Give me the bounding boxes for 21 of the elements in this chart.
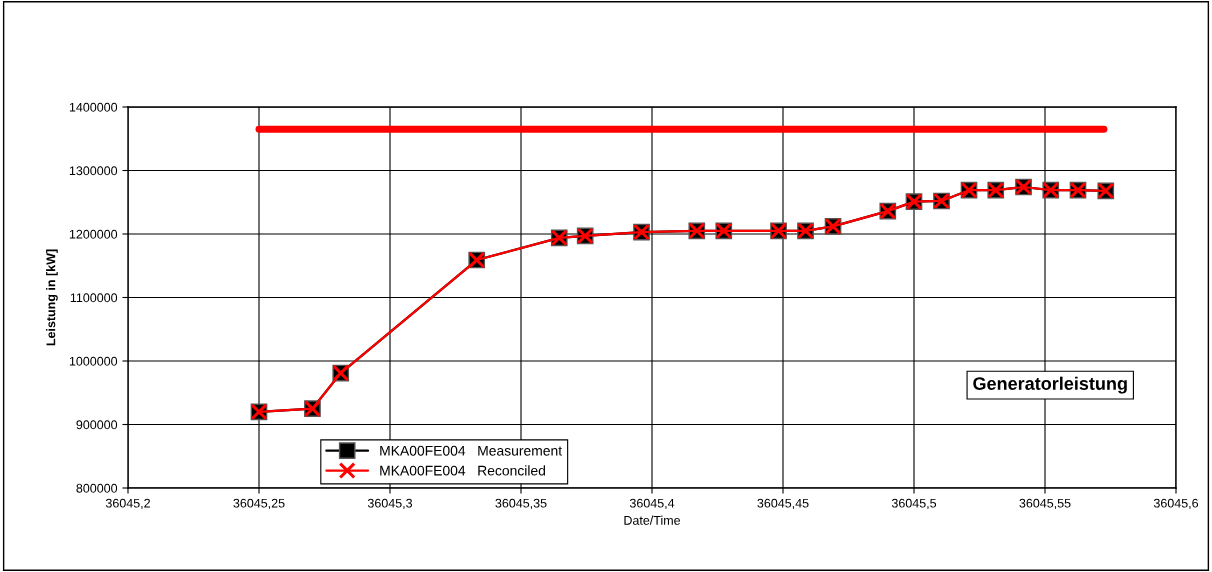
x-tick-label: 36045,35 bbox=[495, 498, 547, 510]
x-tick-label: 36045,3 bbox=[367, 498, 413, 510]
y-tick-label: 1400000 bbox=[69, 102, 118, 112]
x-tick-label: 36045,6 bbox=[1153, 498, 1199, 510]
y-tick-label: 1300000 bbox=[69, 166, 118, 176]
x-tick-label: 36045,2 bbox=[105, 498, 150, 510]
y-axis-title: Leistung in [kW] bbox=[46, 249, 58, 346]
y-tick-label: 1000000 bbox=[69, 356, 118, 366]
y-tick-label: 900000 bbox=[76, 420, 118, 430]
annotation: Generatorleistung bbox=[973, 376, 1127, 394]
x-tick-label: 36045,25 bbox=[233, 498, 285, 510]
x-axis-title: Date/Time bbox=[624, 515, 681, 525]
x-tick-label: 36045,55 bbox=[1019, 498, 1071, 510]
y-tick-label: 1100000 bbox=[70, 293, 118, 303]
y-tick-label: 1200000 bbox=[69, 229, 118, 239]
x-tick-label: 36045,45 bbox=[757, 498, 809, 510]
legend-label: MKA00FE004 Measurement bbox=[380, 445, 562, 456]
x-tick-label: 36045,5 bbox=[891, 498, 937, 510]
y-tick-label: 800000 bbox=[76, 483, 118, 493]
x-tick-label: 36045,4 bbox=[629, 498, 675, 510]
legend-label: MKA00FE004 Reconciled bbox=[380, 465, 545, 476]
